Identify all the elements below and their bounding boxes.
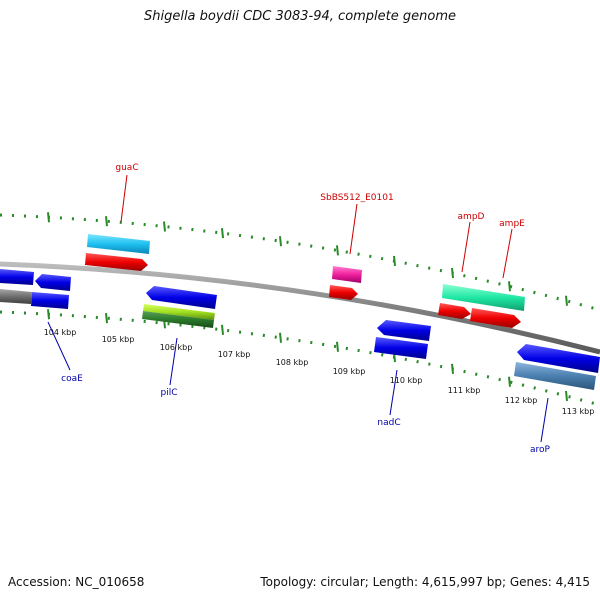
gene-arrow-red-gua xyxy=(85,253,148,271)
tick-label: 112 kbp xyxy=(505,396,538,405)
tick-label: 105 kbp xyxy=(102,335,135,344)
inner-major-tick xyxy=(565,390,568,402)
leader-pilc xyxy=(169,337,178,386)
gene-label-guac: guaC xyxy=(115,163,138,173)
tick-label: 104 kbp xyxy=(44,328,77,337)
gene-bar-green-pil xyxy=(142,311,214,328)
gene-arrow-blue-aro xyxy=(517,344,600,373)
tick-label: 108 kbp xyxy=(276,358,309,367)
gene-label-coae: coaE xyxy=(61,374,83,384)
tick-label: 109 kbp xyxy=(333,367,366,376)
tick-label: 113 kbp xyxy=(562,407,595,416)
outer-major-tick xyxy=(565,295,568,306)
inner-major-tick xyxy=(451,363,454,374)
gene-bar-mint-amp xyxy=(442,284,525,311)
tick-label: 111 kbp xyxy=(448,386,481,395)
gene-label-nadc: nadC xyxy=(377,418,400,428)
gene-bar-blue-coa xyxy=(31,292,69,309)
inner-major-tick xyxy=(279,332,282,343)
accession-text: Accession: NC_010658 xyxy=(8,575,145,589)
gene-bar-cyan-gua xyxy=(87,234,150,254)
leader-arop xyxy=(540,397,549,443)
gene-label-ampd: ampD xyxy=(458,212,485,222)
tick-label: 110 kbp xyxy=(390,376,423,385)
inner-major-tick xyxy=(508,376,511,387)
tick-label: 107 kbp xyxy=(218,350,251,359)
inner-major-tick xyxy=(336,341,339,352)
map-title: Shigella boydii CDC 3083-94, complete ge… xyxy=(143,9,457,24)
gene-bar-blue-nad xyxy=(374,337,428,359)
leader-nadc xyxy=(389,369,398,416)
inner-tick-ring xyxy=(0,310,600,407)
outer-major-tick xyxy=(508,281,511,292)
gene-label-sbbs512-e0101: SbBS512_E0101 xyxy=(320,193,393,203)
gene-bar-lime-pil xyxy=(143,304,215,320)
gene-bar-gray-left xyxy=(0,289,32,304)
outer-major-tick xyxy=(105,216,108,227)
gene-arrow-blue-coa xyxy=(35,274,71,291)
inner-major-tick xyxy=(221,324,224,335)
leader-coae xyxy=(47,321,71,371)
gene-label-pilc: pilC xyxy=(161,388,178,398)
outer-major-tick xyxy=(451,267,454,279)
leader-sbbs512 xyxy=(349,203,358,255)
gene-arrow-blue-nad xyxy=(377,320,431,341)
genome-backbone xyxy=(0,261,600,355)
outer-major-tick xyxy=(336,245,339,256)
outer-tick-ring xyxy=(0,213,600,312)
inner-major-tick xyxy=(47,309,50,320)
gene-bar-steel-aro xyxy=(514,362,596,390)
topology-text: Topology: circular; Length: 4,615,997 bp… xyxy=(260,575,590,589)
outer-major-tick xyxy=(279,236,282,247)
gene-arrow-blue-pil xyxy=(146,286,217,309)
gene-arrow-red-small xyxy=(329,285,358,300)
outer-major-tick xyxy=(393,255,396,267)
leader-ampe xyxy=(502,228,513,279)
gene-arrow-blue-left xyxy=(0,269,34,285)
gene-label-ampe: ampE xyxy=(499,219,525,229)
outer-major-tick xyxy=(163,221,166,232)
outer-major-tick xyxy=(221,228,224,239)
gene-arrow-red-ampd xyxy=(438,303,471,319)
inner-major-tick xyxy=(105,313,108,324)
outer-major-tick xyxy=(47,212,50,223)
gene-label-arop: aroP xyxy=(530,445,551,455)
gene-arrow-red-ampe xyxy=(470,308,521,328)
leader-guac xyxy=(120,174,128,223)
major-ticks xyxy=(47,212,568,402)
leader-ampd xyxy=(461,221,471,273)
gene-bar-pink xyxy=(332,266,362,283)
